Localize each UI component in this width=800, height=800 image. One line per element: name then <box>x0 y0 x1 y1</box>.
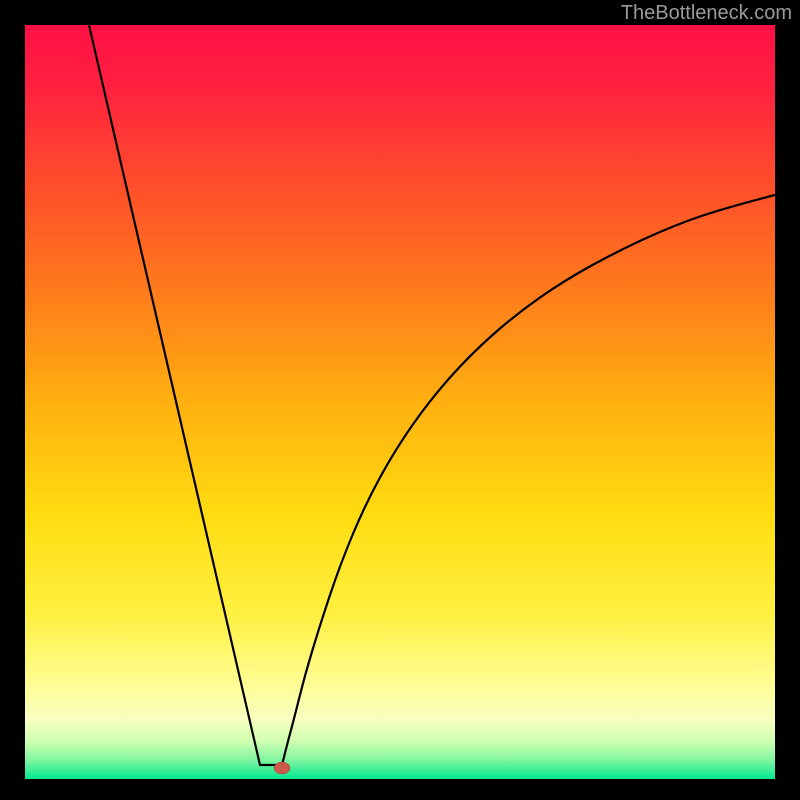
chart-plot-area <box>25 25 775 779</box>
bottleneck-curve <box>25 25 775 779</box>
watermark-text: TheBottleneck.com <box>621 2 792 25</box>
optimum-marker <box>274 762 290 774</box>
